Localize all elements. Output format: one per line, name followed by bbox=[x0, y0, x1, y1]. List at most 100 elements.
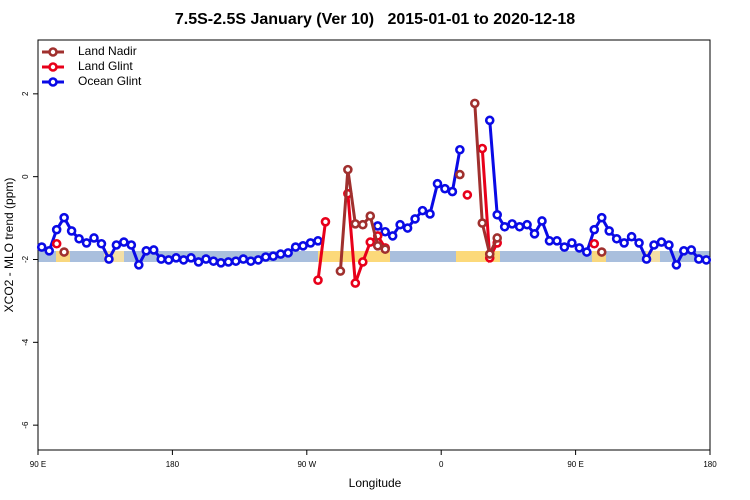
data-point bbox=[395, 219, 405, 230]
data-point bbox=[186, 253, 196, 263]
data-point bbox=[484, 249, 495, 259]
data-point bbox=[119, 237, 129, 247]
data-point bbox=[335, 266, 346, 276]
data-point bbox=[365, 211, 376, 221]
data-point bbox=[641, 254, 652, 264]
legend-marker bbox=[48, 47, 58, 57]
x-tick-label: 180 bbox=[166, 460, 180, 469]
data-point bbox=[462, 190, 473, 200]
data-point bbox=[425, 209, 435, 219]
data-point bbox=[380, 244, 391, 254]
legend-marker bbox=[48, 62, 58, 72]
data-point bbox=[402, 223, 413, 233]
data-point bbox=[492, 233, 503, 243]
data-point bbox=[156, 254, 166, 264]
data-point bbox=[320, 217, 331, 227]
data-point bbox=[499, 221, 510, 232]
data-point bbox=[484, 115, 495, 126]
data-point bbox=[283, 248, 293, 258]
legend-marker bbox=[48, 77, 58, 87]
land-strip bbox=[104, 251, 124, 262]
legend-label: Ocean Glint bbox=[78, 74, 142, 88]
data-point bbox=[357, 219, 368, 230]
y-axis-label: XCO2 - MLO trend (ppm) bbox=[2, 178, 16, 313]
data-point bbox=[313, 275, 323, 286]
data-point bbox=[357, 257, 368, 267]
data-point bbox=[81, 238, 92, 248]
x-tick-label: 0 bbox=[439, 460, 444, 469]
data-point bbox=[432, 178, 443, 189]
data-point bbox=[671, 260, 682, 270]
data-point bbox=[148, 245, 159, 255]
data-point bbox=[238, 254, 249, 264]
series bbox=[59, 98, 607, 276]
data-point bbox=[134, 260, 144, 270]
data-point bbox=[365, 237, 376, 247]
data-point bbox=[596, 212, 607, 223]
data-point bbox=[171, 253, 181, 263]
x-tick-label: 90 W bbox=[297, 460, 316, 469]
data-point bbox=[343, 164, 353, 175]
data-point bbox=[141, 245, 152, 256]
data-point bbox=[522, 219, 532, 230]
y-tick-label: -6 bbox=[21, 421, 30, 429]
data-point bbox=[552, 236, 562, 246]
data-point bbox=[253, 255, 264, 265]
data-point bbox=[679, 245, 689, 256]
data-point bbox=[231, 256, 241, 266]
data-point bbox=[372, 241, 383, 251]
data-point bbox=[201, 254, 211, 264]
series-line bbox=[473, 103, 499, 259]
data-point bbox=[693, 254, 704, 264]
data-point bbox=[649, 240, 659, 250]
data-point bbox=[514, 221, 525, 232]
data-point bbox=[126, 240, 137, 250]
data-point bbox=[104, 254, 114, 264]
data-point bbox=[268, 251, 279, 261]
data-point bbox=[559, 242, 570, 252]
data-point bbox=[36, 242, 47, 252]
y-tick-label: 0 bbox=[21, 174, 30, 179]
data-point bbox=[410, 214, 420, 224]
data-point bbox=[589, 224, 600, 235]
data-point bbox=[380, 226, 391, 237]
data-point bbox=[626, 231, 637, 242]
data-point bbox=[111, 240, 122, 250]
data-point bbox=[686, 245, 697, 255]
data-point bbox=[387, 231, 398, 241]
land-strip bbox=[646, 251, 660, 262]
legend-label: Land Nadir bbox=[78, 44, 137, 58]
data-point bbox=[537, 216, 547, 226]
data-point bbox=[469, 98, 480, 109]
data-point bbox=[507, 219, 517, 229]
data-point bbox=[611, 233, 622, 244]
series-line bbox=[316, 221, 327, 281]
data-point bbox=[477, 218, 488, 228]
data-point bbox=[544, 236, 555, 246]
data-point bbox=[298, 241, 308, 251]
y-tick-label: 2 bbox=[21, 91, 30, 96]
data-point bbox=[440, 183, 450, 194]
data-point bbox=[51, 238, 62, 249]
data-point bbox=[634, 238, 644, 248]
data-point bbox=[223, 257, 234, 267]
data-point bbox=[589, 238, 600, 249]
data-point bbox=[51, 224, 62, 235]
data-point bbox=[305, 238, 316, 248]
data-point bbox=[604, 226, 615, 236]
series bbox=[36, 115, 712, 270]
y-tick-label: -4 bbox=[21, 338, 30, 346]
data-point bbox=[492, 209, 503, 220]
y-tick-label: -2 bbox=[21, 255, 30, 263]
data-point bbox=[59, 247, 69, 257]
data-point bbox=[178, 255, 189, 265]
data-point bbox=[260, 252, 271, 262]
data-point bbox=[567, 238, 577, 248]
data-point bbox=[596, 247, 607, 257]
data-point bbox=[163, 255, 174, 265]
x-axis-label: Longitude bbox=[349, 476, 402, 490]
chart-title: 7.5S-2.5S January (Ver 10) 2015-01-01 to… bbox=[175, 11, 575, 28]
data-point bbox=[581, 247, 592, 257]
